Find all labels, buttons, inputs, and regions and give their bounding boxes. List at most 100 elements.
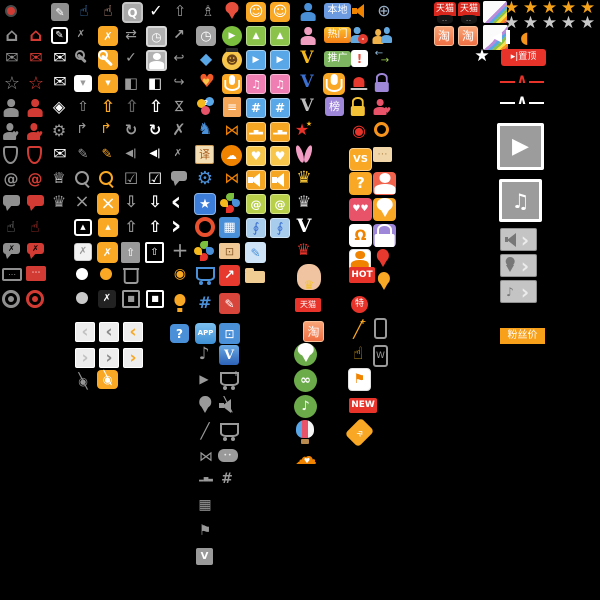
thumb-red: ☝ (30, 217, 40, 236)
wrench-square-orange (98, 50, 118, 70)
hash-square-blue-2: # (270, 98, 290, 118)
home-red: ⌂ (29, 25, 43, 46)
music-square-pink-1: ♫ (246, 74, 266, 94)
tao-badge-1: 淘 (434, 26, 454, 46)
mail-white-3: ✉ (53, 144, 67, 163)
mail-red: ✉ (29, 48, 43, 67)
chevron-right-button-2: › (99, 348, 119, 368)
compass-white: ◈ (52, 97, 66, 116)
person-button-grey (146, 50, 167, 71)
dock-grey: ⋯ (2, 268, 22, 281)
cart-grey (218, 421, 240, 441)
mute-megaphone-grey (218, 398, 236, 413)
lens-dot-red (32, 296, 38, 302)
shield-grey (3, 146, 18, 164)
vs-square: VS (349, 148, 372, 171)
bulb-orange (171, 294, 189, 314)
lock-gold (350, 97, 366, 116)
emoji-hat-bar (226, 48, 238, 52)
keyboard-chat-tan: ⋯ (373, 147, 392, 162)
step-back-grey: ◀| (125, 148, 137, 159)
stop-square-white: ■ (146, 290, 164, 308)
eye-button-orange-slash: ╲ (103, 371, 112, 386)
flag-pole-grey: ⚑ (198, 523, 212, 539)
play-square-blue-1: ▶ (246, 50, 266, 70)
wand-orange: ╱ (353, 320, 363, 339)
stock-chart-red: ↗ (219, 265, 240, 286)
up-arrow-white: ⇧ (148, 216, 162, 236)
crown-silver: ♛ (296, 192, 312, 211)
hearts-square-red: ♥♥ (349, 198, 372, 221)
person-heart-red-solo-heart: ♥ (383, 105, 392, 115)
wrench-grey (75, 50, 91, 66)
rss-bubble-orange: » (344, 417, 375, 448)
gear-blue: ⚙ (196, 168, 214, 189)
camera-ring-red (195, 217, 215, 237)
pinwheel2-leaf-blue (206, 247, 214, 255)
chat-lines-red (26, 194, 45, 211)
chat-lines-grey (2, 194, 21, 211)
hot-badge: HOT (349, 267, 375, 283)
chevron-left-white-big: ‹ (170, 187, 182, 217)
exclaim-square: ! (351, 50, 368, 67)
star-grey-5: ★ (579, 13, 596, 33)
crown-grey: ♛ (51, 191, 67, 211)
play-circle-green: ▶ (222, 26, 242, 46)
tea-swirl-square-2: @ (270, 194, 290, 214)
caret-red-right (529, 81, 544, 83)
star-red-main: ★ (294, 120, 310, 139)
star-grey-4: ★ (560, 13, 577, 33)
weibo-logo: ◉ (352, 121, 366, 140)
checkbox-white: ☑ (147, 169, 163, 188)
undo-arrow-grey: ↩ (173, 50, 185, 66)
white-bar (506, 30, 510, 44)
x-square-black: ✗ (98, 290, 116, 308)
notebook-white: ⇧ (145, 242, 164, 263)
caret-white-peak: ∧ (516, 92, 528, 108)
person-heart-square (373, 172, 396, 195)
question-square-blue: ? (170, 324, 189, 343)
heart-square-gold-2: ♥ (270, 146, 290, 166)
image-square-green-1: ▲ (246, 26, 266, 46)
swap-arrows-grey: ⇄ (125, 27, 137, 43)
badge-bendi: 本地 (324, 3, 351, 19)
refresh-grey: ↻ (124, 120, 138, 139)
q-search-button: Q (122, 2, 143, 23)
color-ball-gold (197, 99, 206, 108)
emperor-crown: ♛ (303, 277, 315, 292)
thumb-up-blue: ☝ (79, 1, 89, 20)
v-white: V (296, 214, 312, 237)
download-arrow-grey: ⇩ (124, 192, 138, 211)
grid-grey: ▦ (198, 497, 212, 513)
trash-grey (122, 265, 140, 285)
chart-bars-grey: ▂▅▃ (199, 475, 213, 482)
star-orange-1: ★ (503, 0, 520, 18)
dropdown-button-orange: ▼ (98, 74, 118, 93)
x-square-orange: ✗ (98, 26, 118, 46)
lens-dot-grey (8, 296, 14, 302)
megaphone-square-orange-2 (270, 170, 290, 190)
smiley-square-orange-1: ☺ (246, 2, 266, 22)
star-orange-3: ★ (541, 0, 558, 18)
thumb-gold: ☝ (352, 343, 364, 364)
v-gold: V (300, 47, 314, 68)
v-blue: V (300, 71, 314, 92)
phone-w-grey: W (373, 345, 388, 367)
globe-grey: ⊕ (377, 1, 391, 20)
ticket-grey: ╱ (200, 421, 210, 440)
magnifier-grey (74, 170, 92, 188)
notebook-upload-grey: ⇧ (121, 242, 140, 263)
v-badge-blue: V (219, 345, 239, 365)
wand-sparkle: + (359, 317, 367, 326)
mic-square-orange-1 (222, 74, 242, 94)
chevron-left-button-2: ‹ (99, 322, 119, 342)
mail-white-2: ✉ (53, 72, 67, 91)
badge-remen: 热门 (324, 27, 351, 43)
upload-tray-grey-2: ⇧ (77, 99, 89, 115)
bubble-x-grey (2, 242, 21, 259)
star-square-blue: ★ (194, 193, 216, 215)
music-button-glyph: ♪ (506, 284, 514, 299)
magnifier-orange (98, 170, 116, 188)
pin-round-red (223, 2, 241, 22)
open-book-grey: ⋈ (199, 449, 213, 465)
